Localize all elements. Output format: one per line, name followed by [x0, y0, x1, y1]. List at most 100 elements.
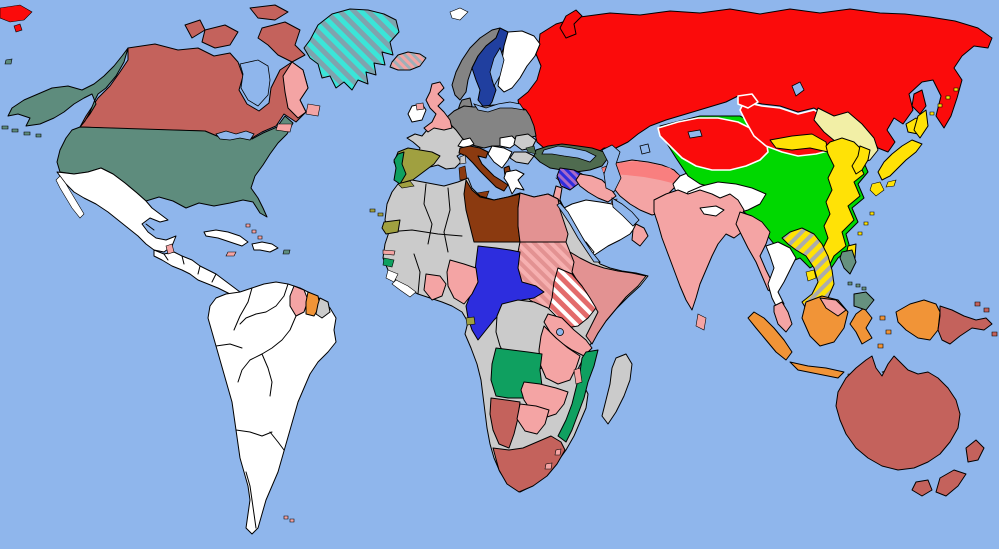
region-spanish-morocco — [397, 180, 415, 189]
region-madagascar — [601, 353, 633, 425]
region-newfoundland-island — [275, 103, 321, 133]
borders-mexico-central-america — [145, 223, 217, 283]
region-moluccas — [877, 315, 892, 349]
region-guyana — [289, 285, 309, 317]
region-bulgaria — [509, 151, 535, 165]
region-philippines-visayas — [847, 281, 867, 291]
region-malaya — [773, 301, 793, 333]
lake-balkhash — [687, 129, 703, 139]
region-chukotka-wrap — [0, 4, 33, 33]
region-uk — [423, 81, 453, 133]
region-oman — [631, 223, 649, 247]
region-bismarck-archipelago — [974, 301, 998, 337]
region-india — [653, 189, 749, 311]
region-greece — [503, 169, 525, 195]
region-kuril-islands — [929, 87, 959, 116]
region-ethiopia — [547, 267, 597, 329]
region-jamaica — [225, 251, 237, 257]
region-new-zealand-south — [935, 469, 967, 497]
region-new-zealand-north — [965, 439, 985, 463]
region-greenland — [303, 8, 400, 91]
region-korea — [851, 145, 871, 175]
region-gold-coast — [423, 273, 447, 301]
persian-gulf — [611, 197, 640, 227]
region-ryukyu-islands — [857, 211, 875, 236]
region-aleutian-islands — [1, 125, 42, 138]
region-japan-shikoku-kyushu — [869, 179, 897, 197]
region-iraq — [575, 173, 617, 203]
region-canada-victoria-island — [201, 24, 239, 49]
region-sinkiang — [657, 117, 769, 171]
region-sakhalin-south — [913, 109, 929, 139]
region-french-guiana — [315, 297, 331, 319]
borders-sahara — [386, 183, 463, 295]
region-spanish-guinea — [465, 316, 476, 326]
region-tuva — [737, 93, 759, 109]
region-baja-california — [55, 175, 85, 219]
region-celebes — [849, 307, 873, 345]
region-australia — [835, 355, 961, 471]
region-philippines-mindanao — [853, 291, 875, 311]
region-svalbard — [449, 7, 469, 21]
region-thailand — [765, 241, 797, 311]
region-canada-banks-island — [184, 19, 206, 39]
region-sumatra — [747, 311, 793, 361]
region-nigeria — [446, 259, 479, 305]
gulf-of-bothnia — [489, 47, 505, 87]
region-sakhalin-north — [911, 89, 927, 115]
red-sea — [556, 202, 601, 263]
baltic-sea — [473, 101, 525, 113]
region-australian-new-guinea — [937, 305, 993, 345]
region-hispaniola — [251, 241, 279, 253]
region-corsica — [459, 154, 467, 165]
region-hungary — [499, 135, 519, 149]
region-nyasaland — [573, 367, 583, 385]
great-lakes — [215, 130, 255, 141]
region-canary-islands — [369, 208, 384, 217]
region-portuguese-guinea — [382, 257, 395, 268]
region-canada-baffin-island — [257, 21, 306, 63]
region-basutoland — [544, 462, 553, 470]
region-falklands — [283, 515, 295, 523]
region-novaya-zemlya — [559, 9, 583, 39]
region-bechuanaland — [516, 403, 550, 435]
region-iceland — [389, 51, 427, 71]
region-tanganyika — [538, 325, 581, 385]
region-canada-ellesmere-island — [249, 4, 289, 21]
region-british-borneo — [819, 297, 847, 317]
region-hainan — [805, 269, 817, 282]
region-south-west-africa — [489, 397, 521, 449]
region-st-lawrence-island — [4, 58, 13, 65]
region-philippines-luzon — [839, 249, 857, 275]
region-liberia — [391, 279, 417, 298]
region-italy — [458, 145, 509, 192]
region-puerto-rico — [282, 249, 291, 255]
region-south-africa — [492, 435, 566, 493]
region-yugoslavia — [487, 145, 513, 169]
region-java — [789, 361, 845, 379]
region-tasmania — [911, 479, 933, 497]
hudson-bay — [239, 59, 271, 107]
region-newfoundland — [282, 61, 309, 119]
region-alaska — [7, 47, 129, 128]
region-nepal — [699, 205, 725, 217]
region-cuba — [203, 229, 249, 247]
region-turkish-thrace — [525, 145, 537, 155]
region-spanish-sahara — [381, 219, 401, 235]
region-mexico — [56, 167, 177, 253]
caspian-sea — [601, 144, 622, 193]
region-syria — [556, 167, 583, 191]
region-bahamas — [245, 223, 263, 240]
region-swaziland — [554, 448, 562, 456]
region-belize — [165, 243, 175, 255]
lake-victoria — [556, 328, 564, 336]
region-ceylon — [695, 313, 707, 331]
lake-baikal — [791, 81, 805, 97]
region-gambia — [382, 249, 396, 256]
region-iran-soviet-zone — [602, 161, 680, 184]
region-egypt — [517, 192, 569, 243]
borders-south-america — [215, 283, 297, 529]
region-northern-ireland — [415, 102, 425, 111]
